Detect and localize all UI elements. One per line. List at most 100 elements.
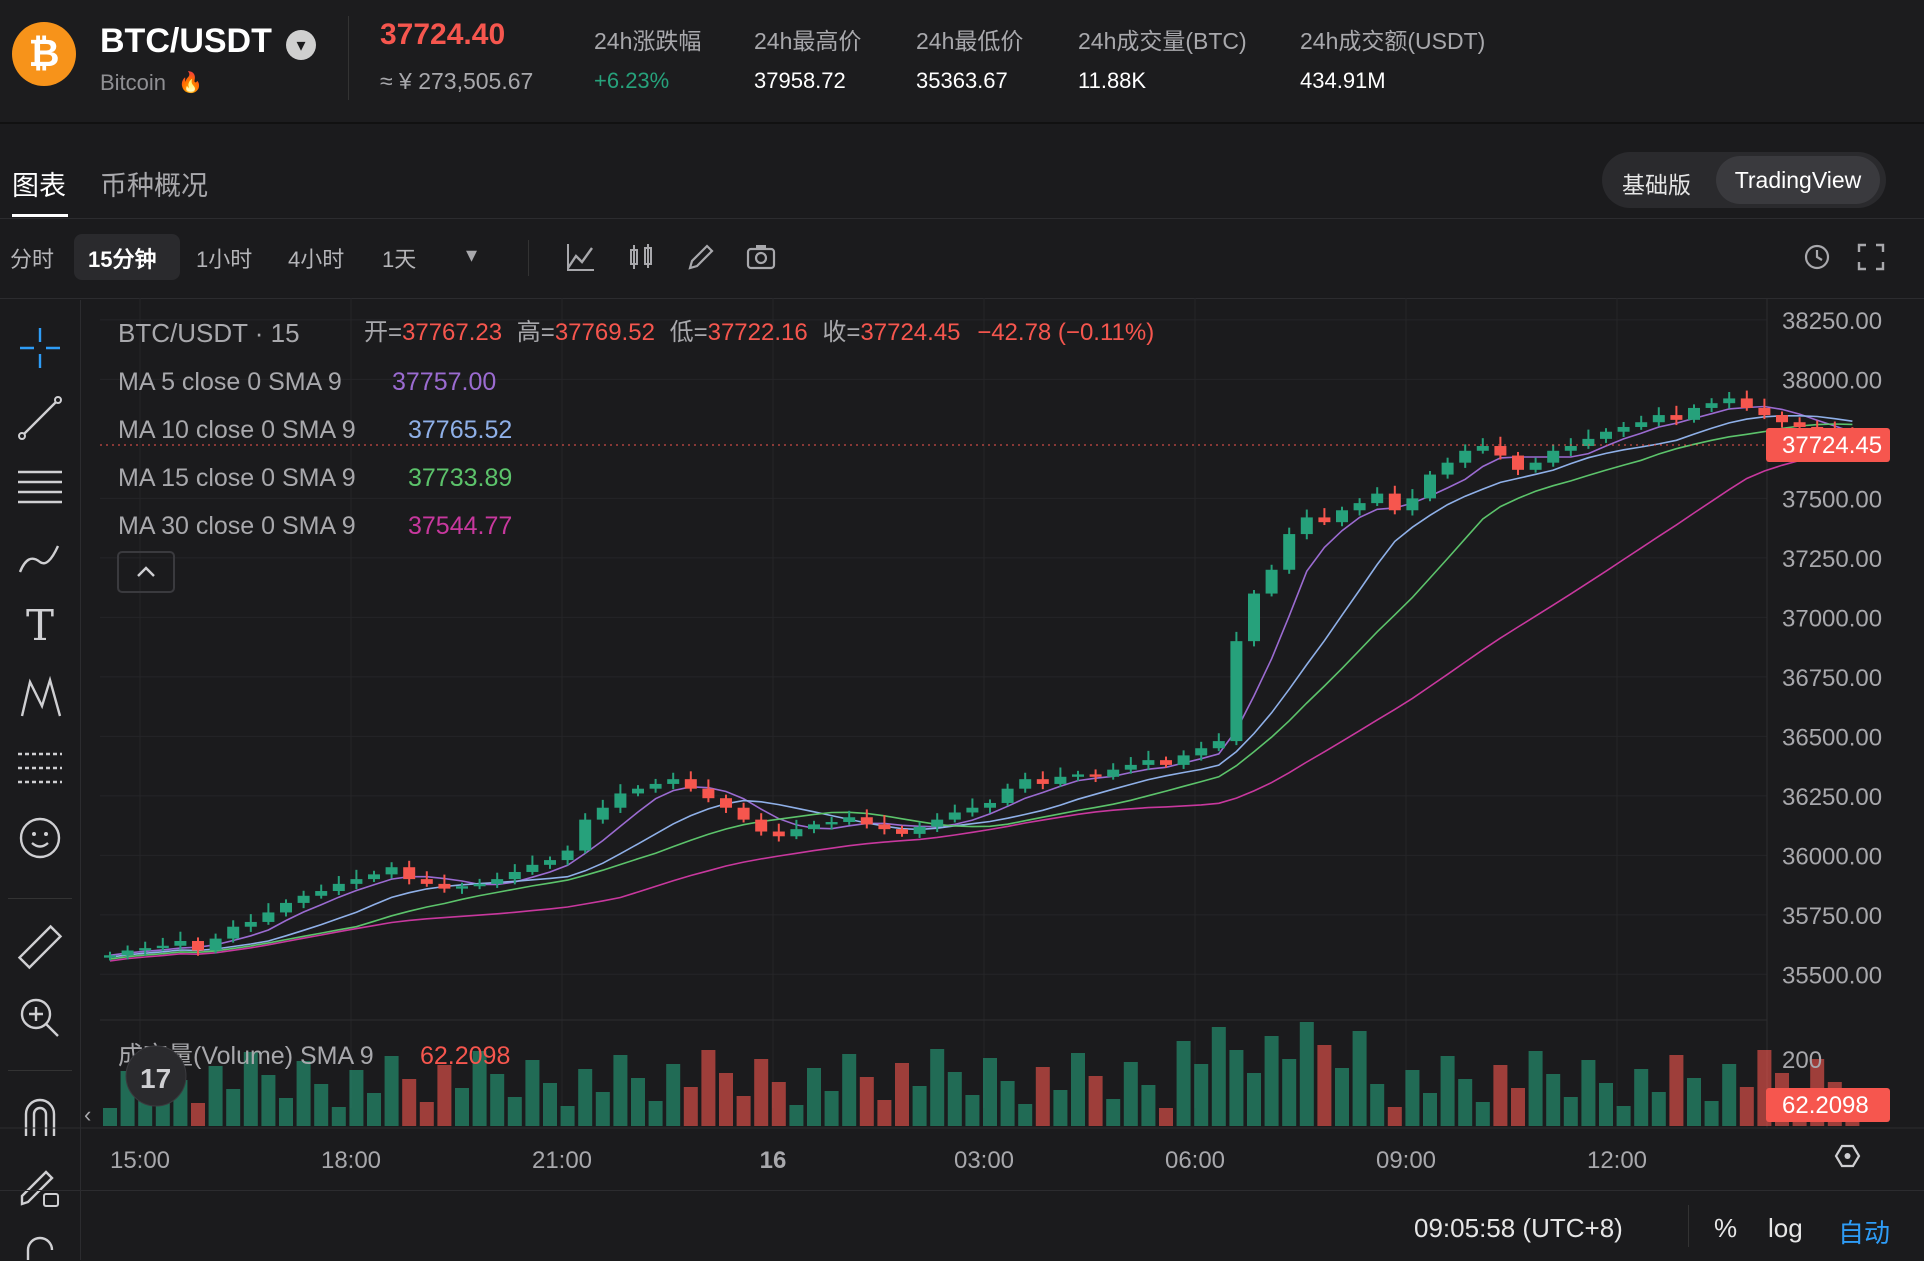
- collapse-legend-button[interactable]: [117, 551, 175, 593]
- chevron-down-icon[interactable]: ▾: [286, 30, 316, 60]
- interval-4h[interactable]: 4小时: [288, 247, 345, 272]
- ruler-icon[interactable]: [14, 922, 66, 974]
- candle-body: [156, 945, 169, 949]
- candle-body: [931, 819, 944, 827]
- stat-label-high: 24h最高价: [754, 28, 862, 54]
- interval-15m[interactable]: 15分钟: [88, 247, 157, 272]
- candle-type-icon[interactable]: [624, 240, 658, 274]
- divider: [528, 240, 529, 276]
- stat-label-volume: 24h成交量(BTC): [1078, 28, 1247, 54]
- volume-bar: [1194, 1064, 1209, 1126]
- interval-timeline[interactable]: 分时: [10, 247, 55, 272]
- volume-bar: [719, 1073, 733, 1126]
- price-tick: 36250.00: [1782, 784, 1882, 811]
- axis-settings-icon[interactable]: [1834, 1144, 1861, 1168]
- trend-line-icon[interactable]: [14, 392, 66, 444]
- candle-body: [1705, 403, 1718, 408]
- forecast-icon[interactable]: [14, 742, 66, 794]
- volume-bar: [912, 1086, 927, 1126]
- candle-body: [966, 807, 979, 813]
- pattern-icon[interactable]: [14, 672, 66, 724]
- candle-body: [896, 829, 908, 834]
- candle-body: [1406, 498, 1419, 511]
- magnet-icon[interactable]: [14, 1092, 66, 1144]
- candle-body: [350, 879, 363, 884]
- fib-lines-icon[interactable]: [14, 462, 66, 514]
- volume-bar: [789, 1105, 804, 1126]
- volume-bar: [1704, 1101, 1719, 1126]
- candle-body: [1001, 788, 1014, 803]
- candle-body: [1388, 493, 1401, 511]
- candle-body: [104, 955, 116, 958]
- volume-bar: [666, 1064, 681, 1126]
- candle-body: [1670, 415, 1683, 420]
- volume-bar: [208, 1066, 223, 1126]
- volume-bar: [279, 1098, 293, 1126]
- interval-more-chevron-down-icon[interactable]: ▾: [466, 242, 478, 267]
- volume-bar: [331, 1107, 346, 1126]
- fullscreen-icon[interactable]: [1854, 240, 1888, 274]
- candle-body: [1582, 438, 1595, 447]
- clock-utc[interactable]: 09:05:58 (UTC+8): [1414, 1213, 1623, 1243]
- price-tick: 37500.00: [1782, 486, 1882, 513]
- candle-body: [1124, 764, 1137, 770]
- candle-body: [1600, 431, 1612, 439]
- candle-body: [209, 938, 222, 951]
- volume-bar: [1634, 1069, 1649, 1126]
- mode-tradingview-button[interactable]: TradingView: [1716, 156, 1880, 204]
- candle-body: [1177, 755, 1190, 765]
- divider: [348, 16, 349, 100]
- volume-bar: [1546, 1074, 1561, 1126]
- history-clock-icon[interactable]: [1800, 240, 1834, 274]
- volume-current-badge: [1766, 1088, 1890, 1122]
- ma15-value: 37733.89: [408, 464, 512, 492]
- camera-icon[interactable]: [744, 240, 778, 274]
- zoom-in-icon[interactable]: [14, 992, 66, 1044]
- volume-bar: [578, 1069, 593, 1126]
- indicators-icon[interactable]: [564, 240, 598, 274]
- volume-bar: [1739, 1087, 1754, 1126]
- stat-value-low: 35363.67: [916, 68, 1008, 93]
- ma-lines: [109, 405, 1853, 962]
- candle-body: [1459, 450, 1472, 463]
- time-tick: 16: [760, 1147, 787, 1174]
- volume-bar: [1317, 1045, 1332, 1126]
- time-tick: 21:00: [532, 1147, 592, 1174]
- text-tool-icon[interactable]: T: [25, 601, 54, 650]
- volume-bar: [930, 1049, 945, 1126]
- draw-pencil-icon[interactable]: [684, 240, 718, 274]
- volume-bar: [543, 1083, 557, 1126]
- ma-line: [109, 415, 1853, 958]
- brush-icon[interactable]: [14, 532, 66, 584]
- candle-body: [702, 788, 715, 799]
- volume-bar: [1264, 1036, 1279, 1126]
- emoji-icon[interactable]: [14, 812, 66, 864]
- volume-bar: [595, 1092, 610, 1126]
- candle-body: [614, 793, 627, 808]
- volume-bar: [1335, 1068, 1349, 1126]
- price-chart[interactable]: 38250.00 38000.00 37500.00 37250.00 37000.00…: [0, 298, 1924, 1260]
- candle-body: [860, 817, 873, 825]
- volume-bar: [243, 1052, 258, 1126]
- tab-overview[interactable]: 币种概况: [100, 171, 208, 201]
- tab-chart[interactable]: 图表: [12, 171, 66, 201]
- lock-icon[interactable]: [14, 1232, 66, 1260]
- chevron-left-icon[interactable]: ‹: [84, 1102, 91, 1127]
- auto-scale-toggle[interactable]: 自动: [1838, 1218, 1891, 1248]
- ma5-label: MA 5 close 0 SMA 9: [118, 368, 342, 396]
- interval-1h[interactable]: 1小时: [196, 247, 253, 272]
- crosshair-icon[interactable]: [14, 322, 66, 374]
- stat-label-turnover: 24h成交额(USDT): [1300, 28, 1486, 54]
- volume-bar: [1370, 1084, 1385, 1126]
- volume-bar: [771, 1082, 786, 1126]
- percent-toggle[interactable]: %: [1714, 1213, 1738, 1243]
- pair-title[interactable]: BTC/USDT: [100, 22, 272, 60]
- price-axis: 38250.00 38000.00 37500.00 37250.00 37000.00…: [1782, 308, 1882, 989]
- interval-1d[interactable]: 1天: [382, 247, 417, 272]
- coin-name: Bitcoin: [100, 70, 167, 95]
- log-toggle[interactable]: log: [1768, 1213, 1803, 1243]
- mode-basic-button[interactable]: 基础版: [1622, 172, 1691, 198]
- candle-body: [1688, 407, 1700, 420]
- candle-body: [1212, 741, 1225, 749]
- candle-body: [1265, 569, 1278, 594]
